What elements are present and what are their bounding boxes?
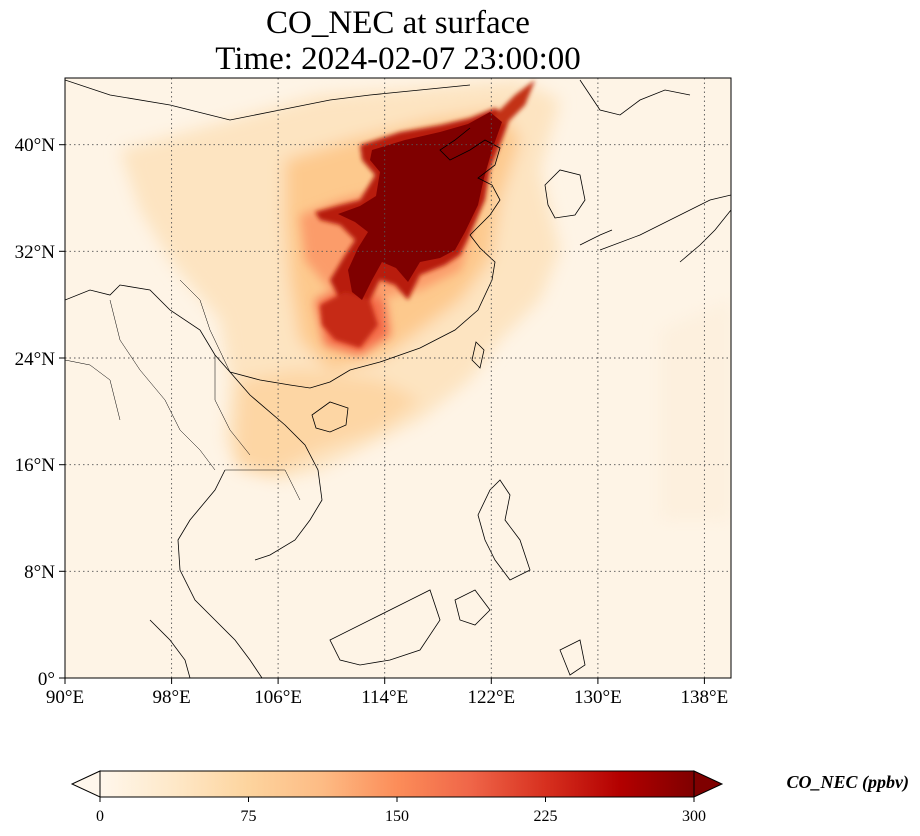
y-tick-label: 8°N [24, 562, 55, 583]
colorbar-extend-min [70, 770, 101, 798]
x-tick-label: 138°E [681, 687, 729, 708]
axis-ticks [59, 144, 705, 684]
map-frame [64, 77, 732, 679]
map-title-line-1: CO_NEC at surface [266, 5, 530, 41]
y-tick-labels: 0° 8°N 16°N 24°N 32°N 40°N [15, 135, 56, 690]
colorbar-tick-label: 150 [385, 808, 409, 825]
y-tick-label: 0° [38, 669, 55, 690]
colorbar-label: CO_NEC (ppbv) [787, 772, 910, 793]
colorbar-gradient [100, 771, 694, 797]
country-borders [65, 279, 301, 501]
concentration-field [120, 80, 731, 520]
y-tick-label: 32°N [15, 242, 56, 263]
x-tick-label: 130°E [574, 687, 622, 708]
colorbar-tick-label: 75 [241, 808, 257, 825]
colorbar-tick-label: 0 [96, 808, 104, 825]
y-tick-label: 24°N [15, 349, 56, 370]
x-tick-label: 122°E [467, 687, 515, 708]
x-tick-label: 98°E [152, 687, 190, 708]
colorbar-tick-label: 300 [682, 808, 706, 825]
colorbar: 0 75 150 225 300 CO_NEC (ppbv) [70, 770, 910, 825]
y-tick-label: 16°N [15, 455, 56, 476]
coastlines [65, 79, 731, 678]
x-tick-labels: 90°E 98°E 106°E 114°E 122°E 130°E 138°E [46, 687, 728, 708]
map-title-line-2: Time: 2024-02-07 23:00:00 [215, 41, 581, 77]
x-tick-label: 90°E [46, 687, 84, 708]
colorbar-tick-label: 225 [534, 808, 558, 825]
x-tick-label: 114°E [361, 687, 408, 708]
colorbar-extend-max [693, 770, 724, 798]
y-tick-label: 40°N [15, 135, 56, 156]
gridlines [65, 78, 731, 678]
map-plot-area [65, 78, 731, 678]
x-tick-label: 106°E [254, 687, 302, 708]
